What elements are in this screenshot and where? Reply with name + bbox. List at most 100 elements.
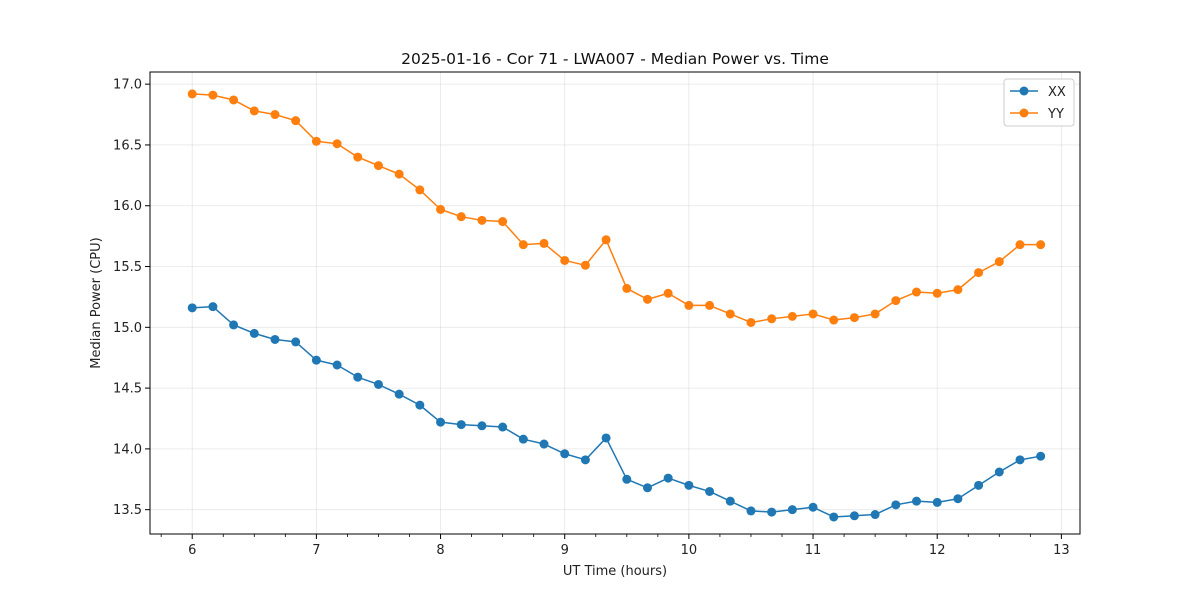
data-point-yy xyxy=(787,311,797,321)
data-point-yy xyxy=(642,294,652,304)
data-point-yy xyxy=(498,217,508,227)
x-tick-label: 11 xyxy=(805,543,822,558)
y-tick-label: 15.0 xyxy=(113,321,142,336)
grid xyxy=(150,72,1080,534)
y-tick-label: 13.5 xyxy=(113,503,142,518)
axes: 6 7 8 9 10 11 12 13 13.5 14.0 14.5 15.0 15.5 16.0 16.5… xyxy=(113,78,1070,558)
data-point-xx xyxy=(518,434,528,444)
data-point-yy xyxy=(684,300,694,310)
data-point-xx xyxy=(456,420,466,430)
data-point-xx xyxy=(436,417,446,427)
data-point-xx xyxy=(912,496,922,506)
data-point-yy xyxy=(891,296,901,306)
data-point-xx xyxy=(373,379,383,389)
data-point-xx xyxy=(1036,451,1046,461)
x-tick-label: 13 xyxy=(1053,543,1070,558)
data-point-xx xyxy=(808,502,818,512)
data-point-yy xyxy=(932,288,942,298)
data-point-yy xyxy=(808,309,818,319)
y-tick-label: 16.0 xyxy=(113,199,142,214)
data-point-xx xyxy=(705,486,715,496)
data-point-yy xyxy=(249,106,259,116)
data-point-yy xyxy=(291,116,301,126)
x-tick-label: 12 xyxy=(929,543,946,558)
data-point-yy xyxy=(311,136,321,146)
series-layer xyxy=(187,89,1046,522)
data-point-xx xyxy=(642,483,652,493)
x-tick-label: 9 xyxy=(561,543,569,558)
data-point-yy xyxy=(953,285,963,295)
data-point-yy xyxy=(870,309,880,319)
data-point-yy xyxy=(270,110,280,120)
data-point-yy xyxy=(353,152,363,162)
data-point-yy xyxy=(1015,240,1025,250)
data-point-xx xyxy=(291,337,301,347)
data-point-yy xyxy=(829,315,839,325)
data-point-xx xyxy=(829,512,839,522)
data-point-yy xyxy=(1036,240,1046,250)
data-point-yy xyxy=(187,89,197,99)
y-tick-label: 15.5 xyxy=(113,260,142,275)
plot-frame xyxy=(149,71,1081,535)
x-tick-label: 6 xyxy=(188,543,196,558)
data-point-xx xyxy=(891,500,901,510)
data-point-yy xyxy=(539,238,549,248)
data-point-xx xyxy=(953,494,963,504)
data-point-xx xyxy=(249,328,259,338)
data-point-xx xyxy=(353,372,363,382)
data-point-yy xyxy=(767,314,777,324)
data-point-yy xyxy=(725,309,735,319)
data-point-yy xyxy=(912,287,922,297)
data-point-xx xyxy=(787,505,797,515)
data-point-yy xyxy=(746,317,756,327)
data-point-xx xyxy=(208,302,218,312)
data-point-yy xyxy=(415,185,425,195)
legend-label-xx: XX xyxy=(1048,85,1066,100)
data-point-xx xyxy=(580,455,590,465)
data-point-yy xyxy=(663,288,673,298)
data-point-yy xyxy=(373,161,383,171)
data-point-yy xyxy=(456,212,466,222)
y-tick-label: 14.0 xyxy=(113,442,142,457)
data-point-xx xyxy=(394,389,404,399)
data-point-xx xyxy=(311,355,321,365)
data-point-yy xyxy=(849,313,859,323)
data-point-xx xyxy=(974,480,984,490)
data-point-yy xyxy=(974,268,984,278)
data-point-yy xyxy=(208,90,218,100)
data-point-xx xyxy=(560,449,570,459)
data-point-yy xyxy=(622,283,632,293)
data-point-xx xyxy=(746,506,756,516)
legend: XX YY xyxy=(1003,78,1075,127)
data-point-yy xyxy=(332,139,342,149)
y-axis-label: Median Power (CPU) xyxy=(89,237,104,368)
data-point-xx xyxy=(415,400,425,410)
x-tick-label: 8 xyxy=(436,543,444,558)
data-point-xx xyxy=(994,467,1004,477)
legend-label-yy: YY xyxy=(1047,107,1064,122)
legend-marker-yy xyxy=(1019,108,1029,118)
y-tick-label: 17.0 xyxy=(113,78,142,93)
data-point-yy xyxy=(580,260,590,270)
data-point-yy xyxy=(994,257,1004,267)
data-point-xx xyxy=(870,510,880,520)
data-point-yy xyxy=(394,169,404,179)
data-point-xx xyxy=(187,303,197,313)
chart-title: 2025-01-16 - Cor 71 - LWA007 - Median Po… xyxy=(401,50,829,68)
data-point-yy xyxy=(601,235,611,245)
data-point-xx xyxy=(477,421,487,431)
legend-marker-xx xyxy=(1019,86,1029,96)
y-tick-label: 14.5 xyxy=(113,382,142,397)
x-tick-label: 7 xyxy=(312,543,320,558)
data-point-yy xyxy=(436,204,446,214)
data-point-xx xyxy=(684,480,694,490)
x-axis-label: UT Time (hours) xyxy=(563,564,667,579)
data-point-xx xyxy=(332,360,342,370)
data-point-yy xyxy=(518,240,528,250)
data-point-xx xyxy=(270,334,280,344)
y-tick-label: 16.5 xyxy=(113,138,142,153)
data-point-yy xyxy=(560,255,570,265)
data-point-yy xyxy=(477,215,487,225)
data-point-yy xyxy=(229,95,239,105)
